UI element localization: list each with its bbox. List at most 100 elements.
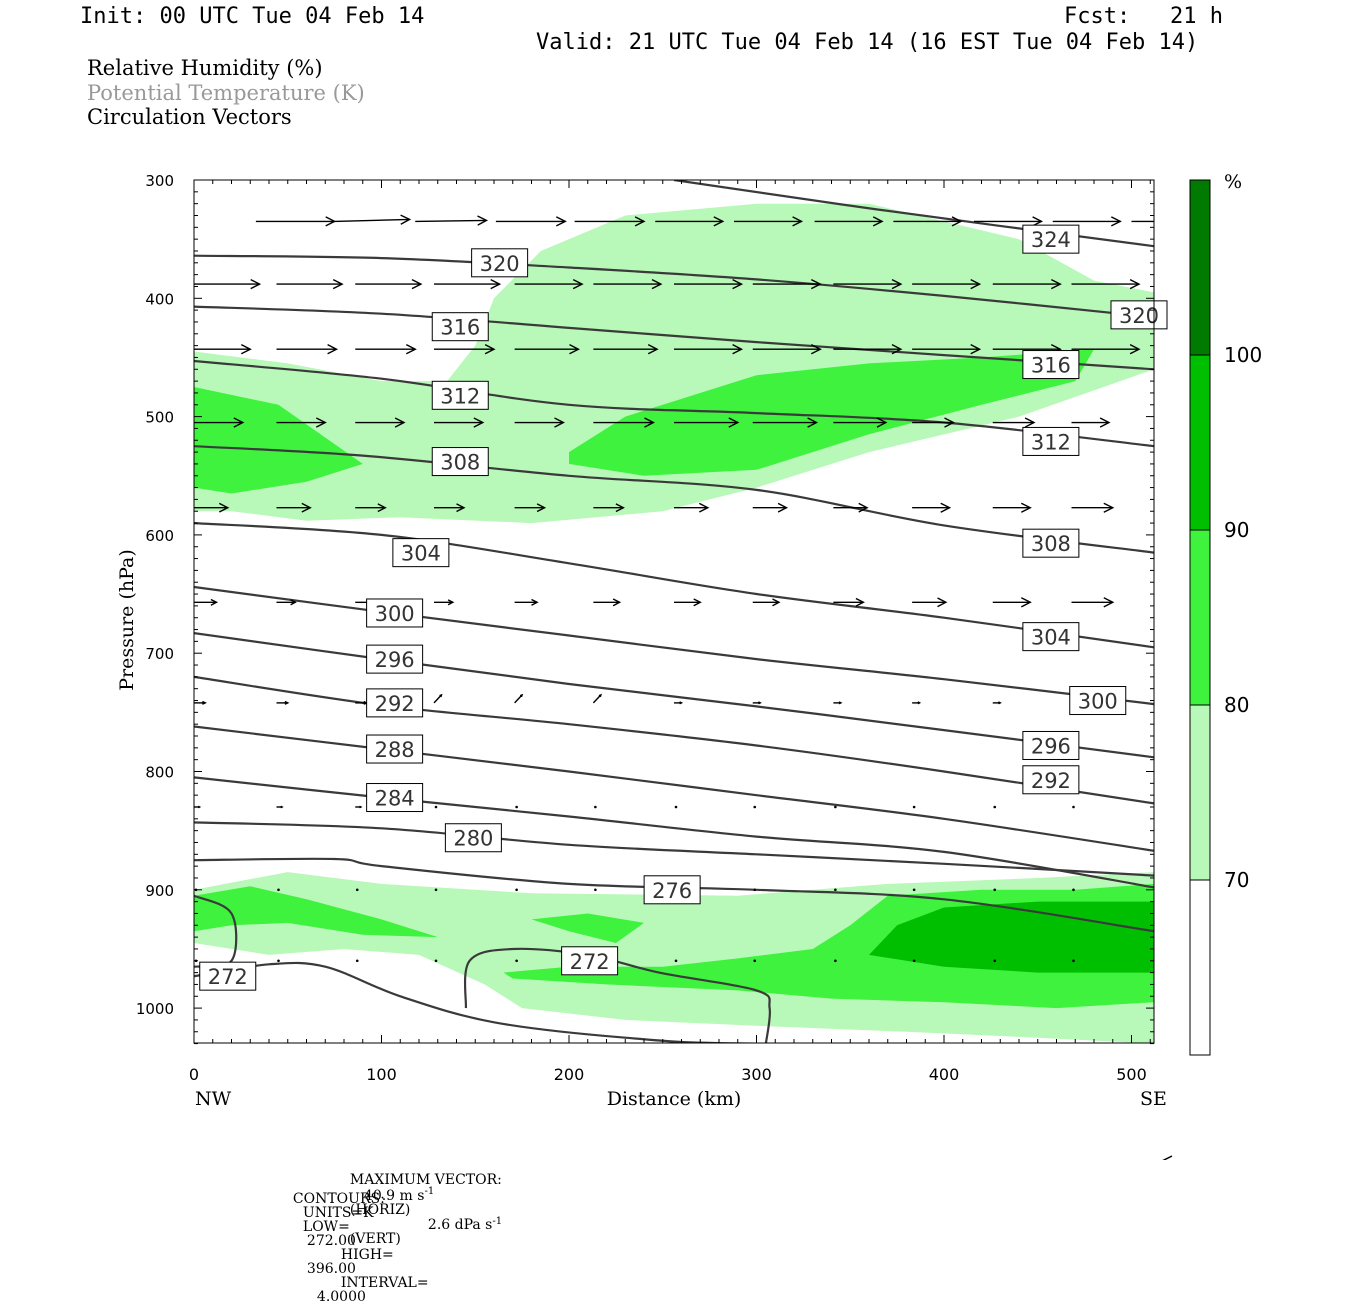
- circulation-vectors: [194, 214, 1154, 963]
- theta-contours: [194, 180, 1154, 1043]
- vector-dot: [1072, 805, 1075, 809]
- vector-arrow: [993, 888, 997, 892]
- vector-arrow: [674, 278, 744, 290]
- valid-time: Valid: 21 UTC Tue 04 Feb 14 (16 EST Tue …: [536, 30, 1199, 55]
- x-end-label-se: SE: [1140, 1088, 1167, 1110]
- vector-arrow: [992, 502, 1032, 513]
- vector-arrow: [592, 693, 602, 704]
- x-axis-title: Distance (km): [607, 1088, 742, 1110]
- contour-label-text: 296: [1031, 734, 1071, 758]
- vector-arrow: [674, 598, 702, 607]
- contour-label-text: 300: [1078, 690, 1118, 714]
- colorbar-level-label: 90: [1224, 518, 1249, 542]
- vector-arrow: [515, 888, 518, 892]
- y-tick-label: 600: [145, 527, 174, 545]
- vector-arrow: [753, 805, 757, 809]
- contour-label-text: 292: [1031, 769, 1071, 793]
- contour-label-text: 312: [1031, 430, 1071, 454]
- vector-arrow: [514, 503, 547, 513]
- vector-arrow: [674, 701, 684, 705]
- contour-label-box: [1022, 622, 1080, 652]
- vector-arrow: [734, 216, 804, 227]
- contour-label-box: [366, 644, 424, 674]
- legend-rh: Relative Humidity (%): [87, 56, 323, 80]
- vector-arrow: [912, 805, 916, 809]
- vector-arrow: [992, 597, 1032, 608]
- forecast-hour: Fcst: 21 h: [1064, 4, 1223, 29]
- vector-arrow: [593, 343, 659, 355]
- contour-label-text: 324: [1031, 228, 1071, 252]
- vector-arrow: [593, 417, 655, 428]
- contour-label-text: 304: [401, 542, 441, 566]
- vector-dot: [674, 959, 678, 963]
- vector-dot: [355, 959, 359, 963]
- vector-arrow: [276, 343, 339, 355]
- max-vert-value: 2.6 dPa s: [427, 1217, 493, 1234]
- vector-arrow: [433, 693, 443, 704]
- contour-label-text: 276: [652, 879, 692, 903]
- vector-arrow: [655, 216, 725, 227]
- contour-label-box: [366, 688, 424, 718]
- vector-arrow: [593, 278, 663, 290]
- contour-label-box: [431, 447, 489, 477]
- vector-arrow: [752, 502, 789, 513]
- vector-arrow: [992, 701, 1002, 705]
- contour-label-box: [471, 248, 529, 278]
- vector-arrow: [334, 214, 412, 225]
- vector-arrow: [276, 700, 290, 705]
- y-axis-title: Pressure (hPa): [116, 549, 138, 691]
- vector-arrow: [355, 888, 359, 892]
- vector-arrow: [434, 278, 502, 290]
- vector-arrow: [674, 343, 744, 355]
- vector-arrow: [276, 805, 284, 809]
- vector-arrow: [515, 805, 518, 809]
- y-tick-label: 500: [145, 409, 174, 427]
- vector-arrow: [912, 959, 916, 963]
- vector-arrow: [752, 343, 822, 355]
- contour-label-text: 296: [375, 648, 415, 672]
- vector-arrow: [276, 417, 327, 428]
- vector-dot: [277, 888, 280, 892]
- vector-arrow: [833, 502, 869, 513]
- vector-arrow: [514, 417, 565, 428]
- vector-dot: [753, 959, 757, 963]
- contour-label-292-a8: 292: [366, 688, 424, 718]
- vector-arrow: [593, 503, 625, 513]
- rh-region-80-90-4: [194, 886, 438, 938]
- contour-label-box: [199, 961, 257, 991]
- vector-arrow: [1071, 417, 1111, 428]
- vector-arrow: [674, 502, 710, 513]
- vector-arrow: [415, 215, 489, 226]
- vector-arrow: [752, 701, 762, 705]
- colorbar-above-100: [1190, 180, 1210, 355]
- vector-dot: [515, 959, 518, 963]
- contour-label-box: [1022, 730, 1080, 760]
- max-vector-label: MAXIMUM VECTOR:: [349, 1172, 502, 1188]
- vector-arrow: [674, 805, 678, 809]
- x-tick-label: 500: [1116, 1065, 1147, 1084]
- contour-label-box: [1069, 686, 1127, 716]
- vector-arrow: [194, 278, 262, 290]
- max-horiz-exp: -1: [424, 1186, 435, 1197]
- contour-label-box: [366, 783, 424, 813]
- theta-contour-308-4: [194, 445, 1154, 554]
- vector-arrow: [194, 700, 207, 705]
- vector-arrow: [893, 216, 963, 227]
- y-tick-label: 400: [145, 290, 174, 308]
- contour-label-300-a6: 300: [366, 598, 424, 628]
- x-tick-label: 100: [366, 1065, 397, 1084]
- cross-section-chart: 324 320 320 316 316 312 312 308 308 304 304 300 300 2…: [116, 171, 1262, 1160]
- vector-arrow: [514, 693, 524, 704]
- vector-arrow: [674, 417, 740, 428]
- reference-vector-arrow: [1162, 1155, 1173, 1160]
- vector-arrow: [434, 805, 438, 809]
- vector-arrow: [752, 278, 822, 290]
- vector-dot: [515, 888, 518, 892]
- contour-label-box: [392, 538, 450, 568]
- axes: 300 400 500 600 700 800 900 1000 0 100 200 300 400 50…: [136, 172, 1154, 1084]
- contour-labels: 324 320 320 316 316 312 312 308 308 304 304 300 300 2…: [199, 224, 1168, 991]
- contour-label-text: 308: [1031, 532, 1071, 556]
- colorbar-level-label: 100: [1224, 343, 1262, 367]
- vector-arrow: [1052, 216, 1122, 227]
- vector-arrow: [194, 343, 252, 355]
